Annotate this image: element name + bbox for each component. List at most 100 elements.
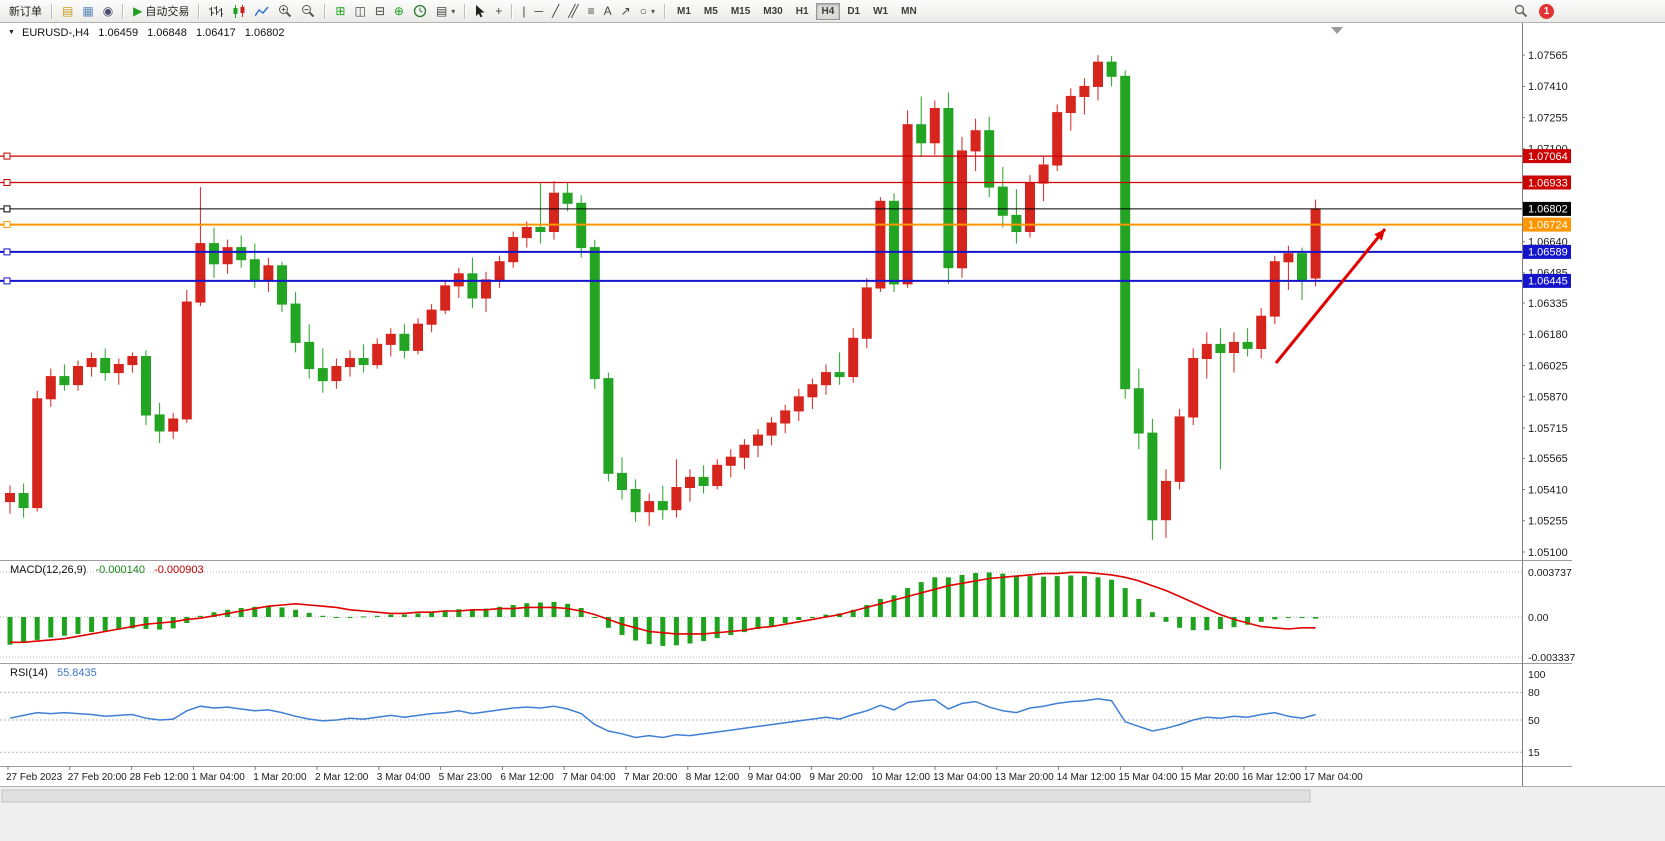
chevron-down-icon: ▾ <box>650 6 655 16</box>
candle-up <box>453 273 464 287</box>
price-axis-label: 1.06335 <box>1528 298 1568 310</box>
timeframe-h4[interactable]: H4 <box>815 2 841 20</box>
navigator-button[interactable]: ◉ <box>99 2 117 21</box>
fibonacci-icon: ≡ <box>587 4 595 18</box>
candle-down <box>1011 214 1022 232</box>
tile-windows-icon: ⊞ <box>335 4 346 18</box>
ohlc-open: 1.06459 <box>98 27 139 39</box>
macd-name: MACD(12,26,9) <box>10 564 87 576</box>
vline-tool-button[interactable]: | <box>518 2 529 21</box>
price-badge-label: 1.06933 <box>1528 177 1568 189</box>
chart-shift-marker[interactable] <box>1331 27 1343 34</box>
candle-up <box>345 358 355 368</box>
trend-arrow[interactable] <box>1274 228 1387 364</box>
one-click-trading-toggle-icon[interactable]: ▼ <box>8 29 15 36</box>
candle-up <box>821 372 831 386</box>
market-watch-button[interactable]: ▤ <box>58 2 77 21</box>
toolbar-separator <box>324 3 327 19</box>
price-badge-label: 1.06445 <box>1528 276 1568 288</box>
period-clock-button[interactable] <box>409 2 431 21</box>
price-axis-label: 1.05715 <box>1528 423 1568 435</box>
arrows-tool-button[interactable]: ↗ <box>617 2 635 21</box>
fibonacci-tool-button[interactable]: ≡ <box>584 2 599 21</box>
zoom-in-button[interactable] <box>274 2 296 21</box>
bar-chart-icon <box>209 5 224 17</box>
candle-down <box>657 501 668 511</box>
timeframe-m5[interactable]: M5 <box>698 3 724 20</box>
data-window-icon: ▦ <box>82 4 94 18</box>
rsi-axis-label: 50 <box>1528 715 1540 727</box>
candle-down <box>141 356 151 416</box>
hline-anchor[interactable] <box>3 221 11 229</box>
candle-down <box>317 368 328 382</box>
crosshair-icon: + <box>495 4 503 18</box>
autotrade-button[interactable]: ▶ 自动交易 <box>129 2 193 21</box>
candle-up <box>263 265 274 281</box>
time-axis-label: 7 Mar 20:00 <box>624 772 678 783</box>
new-chart-button[interactable]: ⊕ <box>390 2 408 21</box>
candle-up <box>521 227 532 239</box>
tile-windows-button[interactable]: ⊞ <box>331 2 349 21</box>
macd-signal-line <box>10 571 1316 644</box>
timeframe-d1[interactable]: D1 <box>841 3 866 20</box>
templates-button[interactable]: ▤ ▾ <box>432 2 459 21</box>
data-window-button[interactable]: ▦ <box>78 2 97 21</box>
time-axis-label: 15 Mar 04:00 <box>1118 772 1177 783</box>
channel-tool-button[interactable]: ╱╱ <box>564 2 582 21</box>
hline-anchor[interactable] <box>3 248 11 256</box>
price-axis-label: 1.05255 <box>1528 516 1568 528</box>
candle-up <box>1161 480 1171 521</box>
notification-badge[interactable]: 1 <box>1539 3 1554 19</box>
candlestick-chart-icon <box>233 4 245 18</box>
time-axis-label: 1 Mar 20:00 <box>253 772 307 783</box>
candle-up <box>685 476 695 488</box>
chart-bars-button[interactable] <box>205 2 227 21</box>
hline-tool-button[interactable]: ─ <box>530 2 547 21</box>
text-tool-button[interactable]: A <box>600 2 616 21</box>
candle-down <box>209 243 219 265</box>
trendline-tool-button[interactable]: ╱ <box>548 2 563 21</box>
hline-anchor[interactable] <box>3 179 11 186</box>
candle-up <box>671 487 682 511</box>
timeframe-h1[interactable]: H1 <box>790 3 815 20</box>
toolbar-separator <box>464 3 467 19</box>
autotrade-play-icon: ▶ <box>133 4 143 18</box>
shapes-tool-button[interactable]: ○ ▾ <box>636 2 659 21</box>
toolbar-separator <box>664 3 666 19</box>
timeframe-mn[interactable]: MN <box>895 3 923 20</box>
timeframe-m1[interactable]: M1 <box>671 3 697 20</box>
candle-up <box>725 456 736 466</box>
timeframe-m15[interactable]: M15 <box>725 3 756 20</box>
crosshair-tool-button[interactable]: + <box>491 2 506 21</box>
candle-up <box>1093 61 1103 87</box>
time-axis-label: 6 Mar 12:00 <box>500 772 554 783</box>
hline-anchor[interactable] <box>3 205 11 213</box>
vertical-line-icon: | <box>522 4 526 18</box>
chart-line-button[interactable] <box>251 2 273 21</box>
cascade-windows-button[interactable]: ◫ <box>350 2 369 21</box>
zoom-out-button[interactable] <box>297 2 319 21</box>
timeframe-m30[interactable]: M30 <box>757 3 788 20</box>
candle-up <box>793 396 804 412</box>
hline-anchor[interactable] <box>3 277 11 285</box>
cascade-windows-icon: ◫ <box>354 4 366 18</box>
timeframe-w1[interactable]: W1 <box>867 3 894 20</box>
new-order-button[interactable]: 新订单 <box>5 2 46 21</box>
cursor-tool-button[interactable] <box>471 2 490 21</box>
search-button[interactable] <box>1510 2 1532 21</box>
time-axis[interactable]: 27 Feb 2023 27 Feb 20:00 28 Feb 12:00 1 Mar… <box>6 766 1363 783</box>
time-axis-label: 10 Mar 12:00 <box>871 772 930 783</box>
candle-down <box>589 247 600 380</box>
price-axis-label: 1.06025 <box>1528 360 1568 372</box>
candle-down <box>1242 341 1253 349</box>
symbol-period-label: EURUSD-,H4 <box>22 27 90 39</box>
horizontal-scrollbar[interactable] <box>1 789 1311 803</box>
tile-horizontal-button[interactable]: ⊟ <box>371 2 389 21</box>
candle-up <box>168 418 179 432</box>
candle-up <box>1065 95 1076 114</box>
price-badge <box>1523 201 1571 216</box>
price-axis[interactable]: 1.075651.074101.072551.071001.069451.067… <box>1522 50 1571 559</box>
hline-anchor[interactable] <box>3 152 11 160</box>
chart-candles-button[interactable] <box>228 2 250 21</box>
